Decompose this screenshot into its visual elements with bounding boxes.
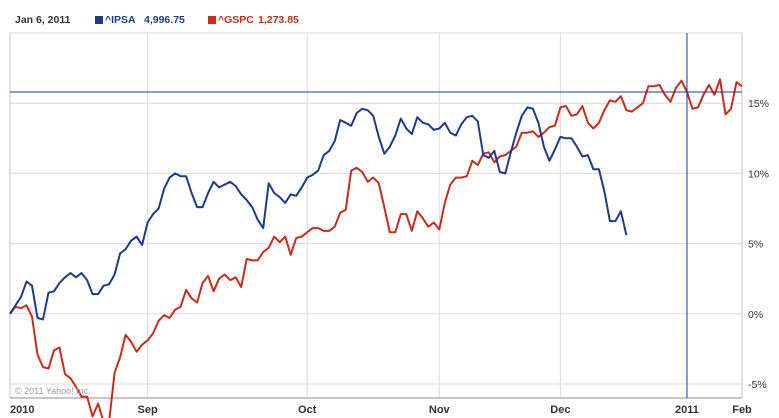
y-tick-label-15: 15% bbox=[748, 98, 769, 110]
legend-value-ipsa: 4,996.75 bbox=[144, 14, 185, 26]
x-tick-label-nov: Nov bbox=[429, 404, 451, 416]
x-tick-label-sep: Sep bbox=[138, 404, 158, 416]
x-tick-label-2010: 2010 bbox=[10, 404, 34, 416]
legend: Jan 6, 2011 ^IPSA 4,996.75 ^GSPC 1,273.8… bbox=[15, 14, 299, 26]
legend-value-gspc: 1,273.85 bbox=[258, 14, 299, 26]
legend-swatch-ipsa bbox=[95, 16, 103, 24]
y-tick-label-10: 10% bbox=[748, 168, 769, 180]
copyright-notice: © 2011 Yahoo! Inc. bbox=[15, 386, 91, 396]
y-tick-label-minus5: -5% bbox=[748, 379, 767, 391]
y-axis-ticks: 15% 10% 5% 0% -5% bbox=[748, 98, 769, 391]
x-tick-label-2011: 2011 bbox=[675, 404, 699, 416]
x-tick-label-oct: Oct bbox=[298, 404, 317, 416]
series-line-gspc bbox=[9, 78, 743, 418]
y-tick-label-5: 5% bbox=[748, 239, 763, 251]
legend-label-ipsa: ^IPSA bbox=[105, 14, 136, 26]
horizontal-grid bbox=[10, 102, 742, 385]
legend-label-gspc: ^GSPC bbox=[218, 14, 254, 26]
x-tick-label-feb: Feb bbox=[732, 404, 752, 416]
x-tick-label-dec: Dec bbox=[550, 404, 570, 416]
legend-swatch-gspc bbox=[208, 16, 216, 24]
y-tick-label-0: 0% bbox=[748, 309, 763, 321]
x-axis-ticks: 2010 Sep Oct Nov Dec 2011 Feb bbox=[10, 404, 752, 416]
plot-area bbox=[9, 32, 743, 399]
legend-date: Jan 6, 2011 bbox=[15, 14, 71, 26]
series-line-ipsa bbox=[9, 106, 628, 321]
